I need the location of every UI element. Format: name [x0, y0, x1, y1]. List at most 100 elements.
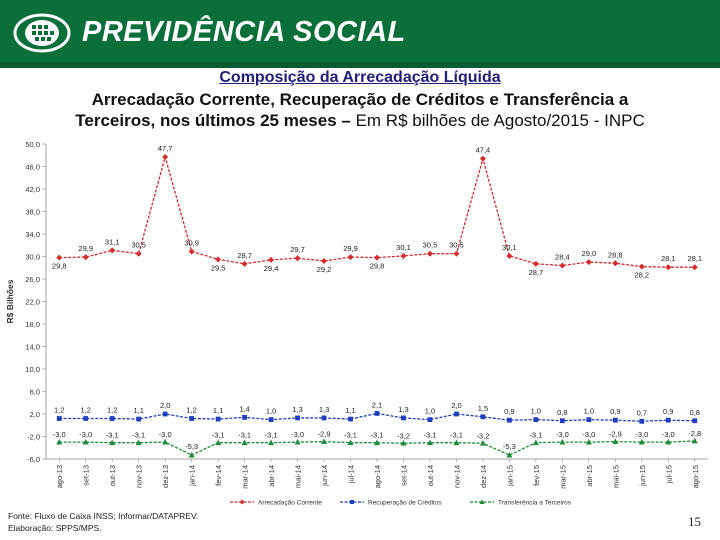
data-point	[162, 438, 169, 445]
data-label: 1,3	[398, 405, 408, 414]
data-point	[692, 418, 698, 424]
brand-title: PREVIDÊNCIA SOCIAL	[82, 16, 406, 48]
data-label: -3,1	[132, 431, 145, 440]
data-point	[533, 417, 539, 423]
data-label: 28,8	[608, 250, 623, 259]
y-tick-label: 46,0	[25, 163, 40, 172]
data-point	[691, 264, 698, 271]
x-tick-label: jan-14	[188, 465, 197, 487]
data-point	[294, 438, 301, 445]
data-label: 28,1	[687, 254, 702, 263]
data-label: 1,3	[292, 405, 302, 414]
data-label: 31,1	[105, 237, 120, 246]
data-point	[321, 415, 327, 421]
data-label: -3,1	[265, 431, 278, 440]
legend-item-2: Transferência a Terceiros	[470, 499, 572, 507]
data-point	[612, 417, 618, 423]
data-label: 47,7	[158, 144, 173, 153]
x-tick-label: jul-15	[664, 465, 673, 484]
x-tick-label: jun-14	[320, 465, 329, 487]
data-label: -3,1	[371, 431, 384, 440]
data-label: -3,1	[212, 431, 225, 440]
data-label: 1,1	[345, 406, 355, 415]
data-label: 1,0	[531, 407, 541, 416]
data-point	[374, 411, 380, 416]
data-point	[109, 416, 115, 421]
data-point	[665, 417, 671, 423]
data-point	[453, 250, 460, 257]
data-point	[559, 418, 565, 424]
data-point	[585, 259, 592, 266]
subtitle-unit-part: Em R$ bilhões de Agosto/2015 - INPC	[350, 111, 645, 130]
data-point	[639, 418, 645, 424]
data-label: 0,9	[504, 407, 514, 416]
data-label: -2,9	[609, 430, 622, 439]
y-tick-label: -2,0	[27, 433, 40, 442]
data-label: 0,9	[663, 407, 673, 416]
data-label: 1,2	[186, 406, 196, 415]
data-label: 28,2	[634, 271, 649, 280]
y-tick-label: 18,0	[25, 320, 40, 329]
data-label: -3,1	[423, 431, 436, 440]
chart-title: Composição da Arrecadação Líquida	[219, 69, 501, 86]
data-label: -3,0	[662, 430, 675, 439]
data-point	[532, 260, 539, 267]
data-label: 2,0	[451, 401, 461, 410]
data-point	[612, 260, 619, 267]
data-label: 28,4	[555, 253, 570, 262]
data-label: 1,0	[584, 407, 594, 416]
x-tick-label: jun-15	[638, 465, 647, 487]
data-point	[453, 439, 460, 446]
data-label: 29,0	[582, 249, 597, 258]
data-label: 30,1	[396, 243, 411, 252]
x-tick-label: abr-14	[267, 465, 276, 487]
data-label: 28,7	[529, 268, 544, 277]
data-label: -3,0	[635, 430, 648, 439]
y-tick-label: 22,0	[25, 298, 40, 307]
subtitle-bold-part: Terceiros, nos últimos 25 meses –	[75, 111, 351, 130]
data-point	[638, 438, 645, 445]
y-tick-label: -6,0	[27, 455, 40, 464]
data-label: 29,8	[370, 262, 385, 271]
data-label: -3,2	[397, 431, 410, 440]
data-point	[321, 438, 328, 444]
data-label: 29,9	[78, 244, 93, 253]
data-label: 29,8	[52, 262, 67, 271]
data-label: 1,2	[107, 406, 117, 415]
data-label: 2,1	[372, 400, 382, 409]
data-point	[480, 414, 486, 420]
data-label: 0,7	[637, 408, 647, 417]
data-point	[56, 438, 63, 445]
data-point	[242, 414, 247, 420]
data-label: -5,3	[503, 442, 516, 451]
data-label: -3,1	[529, 431, 542, 440]
data-label: 28,7	[237, 251, 252, 260]
data-point	[295, 415, 300, 421]
y-tick-label: 50,0	[25, 140, 40, 149]
series-line	[59, 154, 695, 268]
data-point	[506, 252, 513, 259]
data-point	[56, 416, 62, 421]
data-label: -3,1	[450, 431, 463, 440]
data-point	[374, 439, 380, 446]
data-point	[135, 250, 142, 257]
legend-item-1: Recuperação de Créditos	[340, 500, 442, 507]
legend-label: Arrecadação Corrente	[258, 500, 322, 507]
data-point	[374, 254, 380, 261]
data-point	[506, 451, 513, 458]
data-point	[189, 416, 195, 421]
data-point	[162, 153, 169, 160]
data-label: -3,0	[291, 430, 304, 439]
x-tick-label: jan-15	[505, 465, 514, 487]
data-point	[400, 252, 407, 259]
data-label: 0,9	[610, 407, 620, 416]
legend-label: Recuperação de Créditos	[368, 500, 442, 507]
data-label: 1,3	[319, 405, 329, 414]
series-1: 1,2 1,2 1,2 1,1 2,0 1,2 1,1 1,4 1,0 1,3 1,3 1,1 2,1 1…	[54, 400, 700, 424]
data-label: -3,0	[53, 430, 66, 439]
data-label: -3,1	[238, 431, 251, 440]
y-tick-label: 2,0	[30, 410, 40, 419]
y-tick-label: 14,0	[25, 343, 40, 352]
data-point	[241, 439, 248, 446]
data-label: -5,3	[185, 442, 198, 451]
